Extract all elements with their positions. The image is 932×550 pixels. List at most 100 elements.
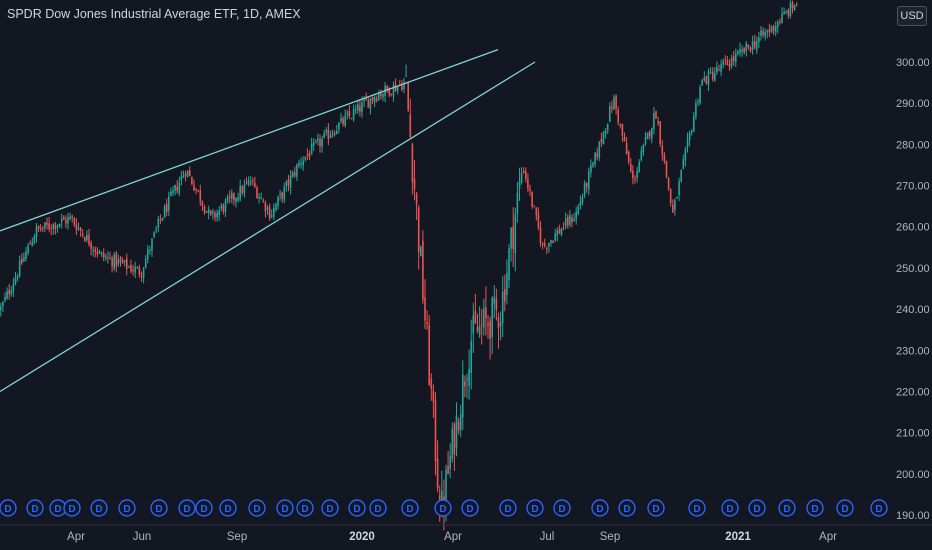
candle-body (180, 176, 183, 181)
candle (102, 248, 105, 262)
candle (199, 184, 202, 207)
candle-body (701, 79, 703, 86)
candle (140, 271, 143, 282)
price-axis[interactable]: 190.00 200.00 210.00 220.00 230.00 240.00 250.… (888, 0, 932, 525)
dividend-icon[interactable]: D (118, 499, 136, 517)
currency-button[interactable]: USD (897, 6, 927, 26)
candle (142, 266, 145, 284)
dividend-icon[interactable]: D (434, 499, 452, 517)
price-tick-label: 230.00 (896, 345, 930, 357)
candle (306, 148, 309, 160)
candle-body (373, 97, 376, 103)
dividend-icon[interactable]: D (90, 499, 108, 517)
price-tick-label: 190.00 (896, 510, 930, 522)
dividend-icon[interactable]: D (461, 499, 479, 517)
candle (220, 202, 223, 212)
candle (497, 312, 500, 349)
candle-body (703, 77, 706, 81)
candle (329, 130, 332, 139)
candle-body (476, 326, 479, 332)
dividend-icon[interactable]: D (219, 499, 237, 517)
dividend-icon[interactable]: D (195, 499, 213, 517)
dividend-icon[interactable]: D (26, 499, 44, 517)
dividend-icon[interactable]: D (778, 499, 796, 517)
candle-body (0, 307, 2, 311)
candle (39, 223, 42, 232)
dividend-icon[interactable]: D (870, 499, 888, 517)
dividend-icon[interactable]: D (553, 499, 571, 517)
candle-body (417, 207, 420, 253)
candle-body (483, 308, 485, 328)
candle-body (63, 217, 65, 220)
dividend-icon[interactable]: D (748, 499, 766, 517)
candle (621, 123, 624, 142)
dividend-icon[interactable]: D (499, 499, 517, 517)
dividend-marker-ring (499, 499, 517, 517)
dividend-icon[interactable]: D (369, 499, 387, 517)
candle-body (392, 85, 395, 97)
candle-body (747, 44, 750, 48)
candle-body (371, 97, 374, 101)
dividend-icon[interactable]: D (721, 499, 739, 517)
dividend-icon[interactable]: D (276, 499, 294, 517)
time-tick-label: 2021 (725, 531, 751, 543)
trendline[interactable] (0, 61, 536, 393)
dividend-icon[interactable]: D (401, 499, 419, 517)
candle (772, 24, 775, 36)
dividend-icon[interactable]: D (178, 499, 196, 517)
candle (592, 161, 594, 169)
dividend-icon[interactable]: D (63, 499, 81, 517)
candle-body (672, 204, 674, 213)
candle (552, 240, 554, 244)
candle-body (256, 187, 258, 199)
dividend-marker-letter: D (374, 504, 381, 515)
candle (428, 315, 430, 386)
dividend-icon[interactable]: D (806, 499, 824, 517)
dividend-icon[interactable]: D (321, 499, 339, 517)
dividend-icon[interactable]: D (348, 499, 366, 517)
candle (96, 247, 99, 258)
candle-body (21, 258, 23, 263)
candle-body (642, 144, 645, 153)
dividend-icon[interactable]: D (248, 499, 266, 517)
candle (123, 259, 126, 267)
candle (426, 310, 428, 330)
candle (354, 104, 357, 115)
candle-body (298, 162, 300, 166)
candle (359, 99, 361, 117)
candle-body (252, 180, 254, 182)
candle (396, 86, 399, 95)
dividend-icon[interactable]: D (836, 499, 854, 517)
dividend-icon[interactable]: D (296, 499, 314, 517)
candle-body (567, 217, 569, 226)
candle (451, 422, 454, 463)
dividend-icon[interactable]: D (591, 499, 609, 517)
candle (699, 84, 701, 105)
dividend-icon[interactable]: D (618, 499, 636, 517)
trendline[interactable] (0, 49, 499, 232)
dividend-icon[interactable]: D (0, 499, 17, 517)
candle-body (447, 465, 449, 475)
candle (432, 384, 435, 418)
candle (581, 193, 584, 206)
dividend-icon[interactable]: D (688, 499, 706, 517)
candle-body (564, 218, 567, 227)
candle (54, 221, 57, 235)
candle-body (640, 150, 643, 161)
time-axis[interactable]: Apr Jun Sep 2020 Apr Jul Sep 2021 Apr (0, 524, 932, 543)
candle (90, 240, 92, 256)
dividend-icon[interactable]: D (150, 499, 168, 517)
candle (777, 19, 779, 34)
dividend-icon[interactable]: D (647, 499, 665, 517)
candle (180, 170, 183, 186)
candle (539, 221, 542, 247)
dividend-icon[interactable]: D (526, 499, 544, 517)
candle (655, 110, 657, 119)
candle-body (336, 130, 338, 135)
candle (693, 111, 695, 133)
candle (464, 375, 466, 398)
candle (300, 157, 302, 169)
candle (18, 255, 21, 278)
candle (67, 212, 69, 230)
